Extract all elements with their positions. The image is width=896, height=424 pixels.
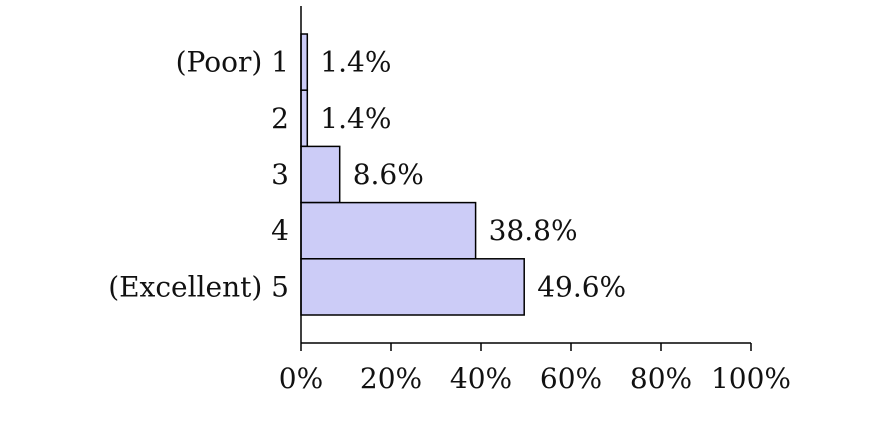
x-tick-label-0: 0% <box>279 362 323 395</box>
value-label-1: 1.4% <box>320 46 391 79</box>
bar-5 <box>300 258 525 316</box>
value-label-4: 38.8% <box>489 214 578 247</box>
category-labels-group: (Poor) 1 2 3 4 (Excellent) 5 <box>108 46 289 304</box>
category-label-3: 3 <box>271 158 289 191</box>
value-labels-group: 1.4% 1.4% 8.6% 38.8% 49.6% <box>320 46 626 304</box>
x-ticks-group: 0% 20% 40% 60% 80% 100% <box>279 343 791 395</box>
x-tick-label-1: 20% <box>360 362 422 395</box>
bar-2 <box>300 89 309 148</box>
category-label-4: 4 <box>271 214 289 247</box>
x-tick-label-2: 40% <box>450 362 512 395</box>
category-label-1: (Poor) 1 <box>176 46 289 79</box>
bar-1 <box>300 33 309 91</box>
bar-4 <box>300 201 477 260</box>
x-tick-label-4: 80% <box>630 362 692 395</box>
x-tick-label-3: 60% <box>540 362 602 395</box>
x-tick-label-5: 100% <box>711 362 791 395</box>
value-label-2: 1.4% <box>320 102 391 135</box>
bars-group <box>300 33 525 316</box>
category-label-5: (Excellent) 5 <box>108 270 289 303</box>
category-label-2: 2 <box>271 102 289 135</box>
bar-3 <box>300 145 341 204</box>
value-label-5: 49.6% <box>537 270 626 303</box>
value-label-3: 8.6% <box>353 158 424 191</box>
